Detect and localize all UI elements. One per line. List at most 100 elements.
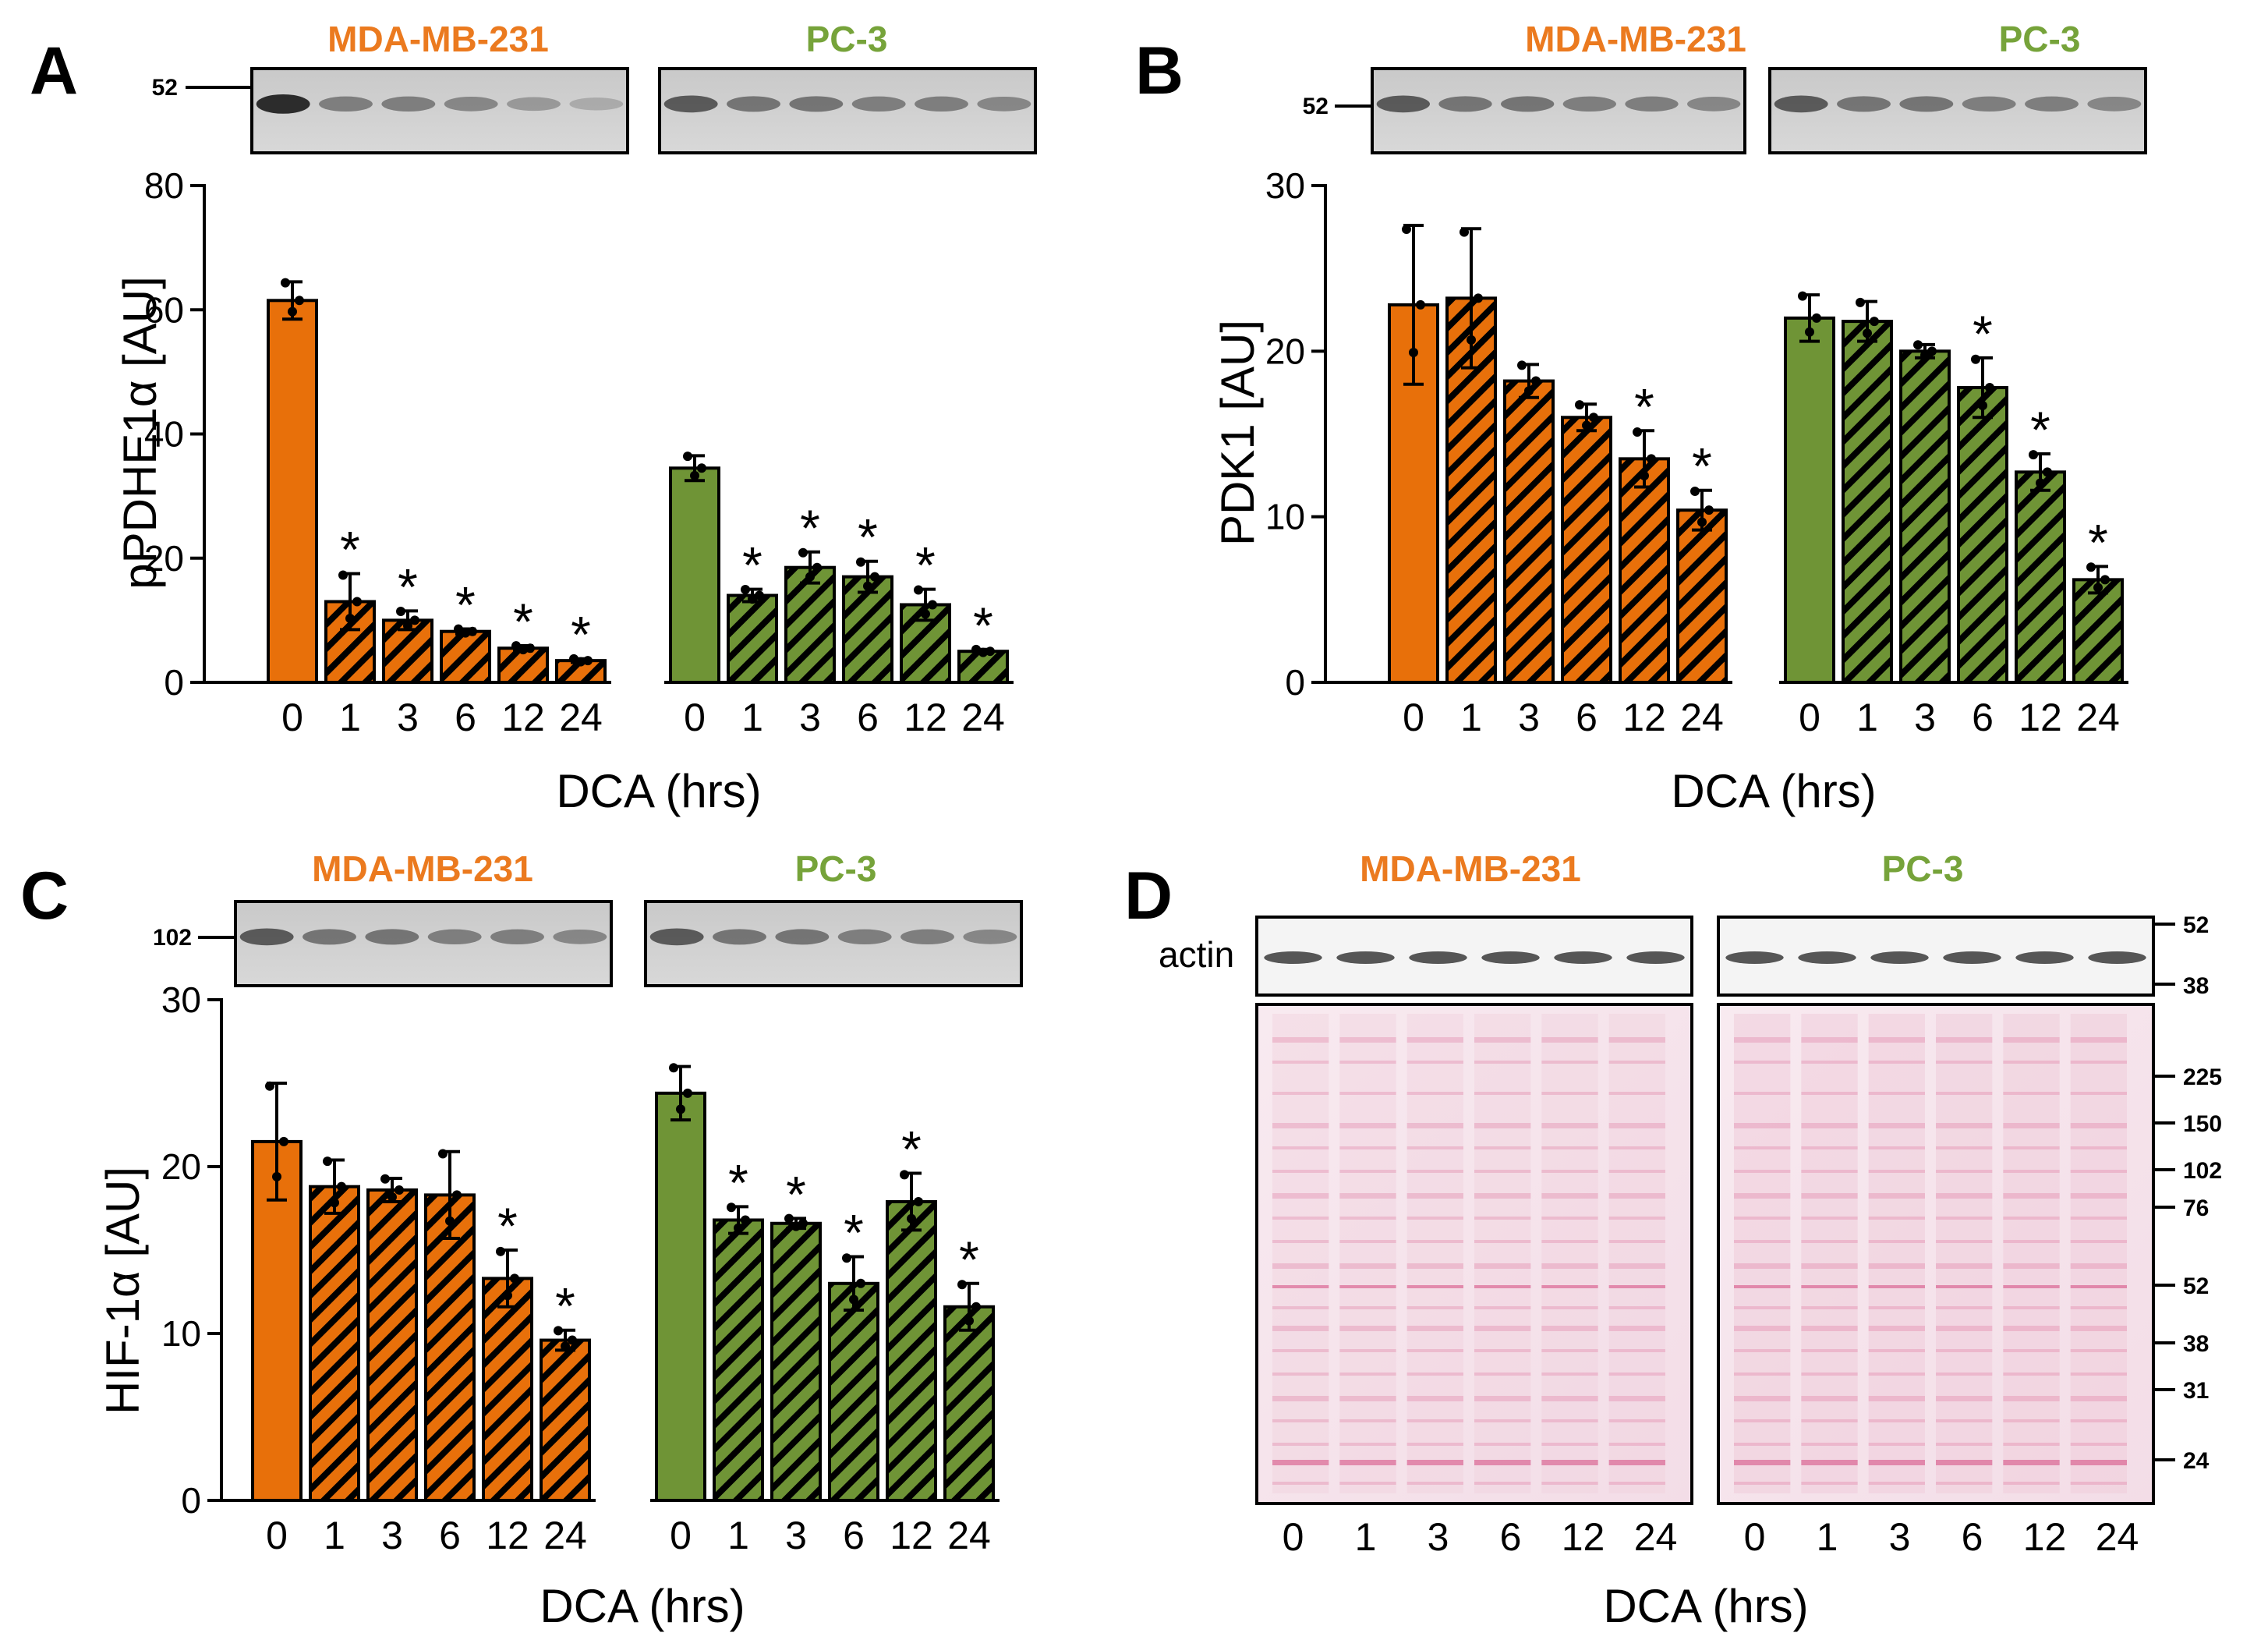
- data-point: [1697, 517, 1707, 527]
- ponceau-band: [1406, 1460, 1463, 1465]
- ponceau-band: [1541, 1092, 1598, 1095]
- ponceau-marker-38: 38: [2183, 1331, 2209, 1357]
- data-point: [1870, 317, 1879, 327]
- x-tick-label: 12: [1622, 696, 1666, 739]
- ponceau-band: [1734, 1061, 1791, 1064]
- ponceau-band: [2003, 1326, 2060, 1331]
- x-tick-label: 3: [1914, 696, 1936, 739]
- ponceau-band: [1272, 1193, 1329, 1199]
- ponceau-band: [1541, 1306, 1598, 1309]
- ponceau-band: [1801, 1170, 1858, 1173]
- data-point: [1704, 505, 1714, 515]
- panel-a-blot-marker: 52: [152, 75, 178, 101]
- data-point: [1812, 313, 1821, 323]
- ponceau-band: [1406, 1396, 1463, 1401]
- ponceau-band: [1339, 1240, 1396, 1243]
- ponceau-band: [1734, 1419, 1791, 1422]
- ponceau-band: [1474, 1217, 1531, 1220]
- ponceau-band: [1868, 1396, 1925, 1401]
- ponceau-band: [1474, 1263, 1531, 1269]
- blot-band: [977, 96, 1031, 112]
- actin-marker-38: 38: [2183, 973, 2209, 999]
- bar: [727, 593, 778, 685]
- ponceau-band: [1339, 1306, 1396, 1309]
- x-tick-label: 24: [559, 696, 603, 739]
- ponceau-band: [1406, 1419, 1463, 1422]
- data-point: [445, 1216, 455, 1226]
- blot-band: [365, 929, 419, 945]
- blot-band: [851, 96, 906, 112]
- ponceau-band: [1734, 1443, 1791, 1446]
- ponceau-band: [1406, 1326, 1463, 1331]
- bar: [713, 1218, 764, 1502]
- ponceau-marker-52: 52: [2183, 1273, 2209, 1299]
- ponceau-lane: [1936, 1014, 1993, 1493]
- ponceau-band: [1541, 1372, 1598, 1376]
- ponceau-band: [1406, 1170, 1463, 1173]
- x-tick-label: 3: [785, 1514, 807, 1557]
- data-point: [978, 647, 988, 657]
- data-point: [741, 584, 750, 594]
- blot-band: [2087, 96, 2142, 112]
- ponceau-lane: [1734, 1014, 1791, 1493]
- ponceau-band: [1272, 1146, 1329, 1149]
- ponceau-band: [1734, 1482, 1791, 1485]
- blot-band: [2025, 96, 2079, 112]
- panel-letter-a: A: [30, 34, 78, 108]
- ponceau-markers: 225 150 102 76 52 38 31 24: [2153, 1064, 2222, 1474]
- ponceau-band: [1936, 1240, 1993, 1243]
- ponceau-band: [1474, 1372, 1531, 1376]
- panel-d-lane-labels: 0 1 3 6 12 24 0 1 3 6 12 24: [1283, 1515, 2139, 1559]
- data-point: [805, 572, 815, 582]
- ponceau-band: [1608, 1193, 1665, 1199]
- significance-star: *: [901, 1121, 922, 1178]
- ponceau-band: [2003, 1146, 2060, 1149]
- ponceau-band: [1406, 1443, 1463, 1446]
- ponceau-band: [2003, 1193, 2060, 1199]
- ponceau-band: [1936, 1372, 1993, 1376]
- ponceau-band: [2070, 1419, 2127, 1422]
- significance-star: *: [1634, 377, 1654, 435]
- panel-d: D MDA-MB-231 PC-3 actin 52 38 225 150 10…: [1124, 848, 2222, 1632]
- ponceau-band: [1801, 1419, 1858, 1422]
- panel-c-blot-pc3: [644, 900, 1023, 987]
- actin-band: [1554, 951, 1612, 964]
- ponceau-band: [1936, 1193, 1993, 1199]
- data-point: [1647, 454, 1656, 464]
- data-point: [295, 296, 304, 306]
- ponceau-band: [1406, 1306, 1463, 1309]
- y-tick-label: 60: [144, 289, 184, 330]
- ponceau-band: [1608, 1372, 1665, 1376]
- data-point: [1985, 383, 1994, 393]
- significance-star: *: [858, 508, 878, 566]
- ponceau-band: [1474, 1419, 1531, 1422]
- ponceau-band: [1474, 1285, 1531, 1288]
- ponceau-marker-24: 24: [2183, 1448, 2210, 1474]
- significance-star: *: [844, 1204, 864, 1262]
- ponceau-band: [1272, 1061, 1329, 1064]
- significance-star: *: [728, 1153, 748, 1211]
- x-tick-label: 1: [741, 696, 763, 739]
- lane-label: 1: [1817, 1515, 1838, 1559]
- ponceau-band: [1339, 1460, 1396, 1465]
- x-tick-label: 12: [2019, 696, 2062, 739]
- y-tick-label: 0: [1285, 662, 1305, 703]
- blot-band: [727, 96, 780, 112]
- data-point: [1531, 376, 1541, 386]
- x-tick-label: 0: [1403, 696, 1424, 739]
- ponceau-band: [1339, 1123, 1396, 1128]
- ponceau-band: [1801, 1372, 1858, 1376]
- ponceau-band: [1801, 1349, 1858, 1352]
- data-point: [985, 646, 995, 657]
- ponceau-band: [1936, 1092, 1993, 1095]
- ponceau-band: [1474, 1326, 1531, 1331]
- ponceau-band: [1801, 1037, 1858, 1043]
- ponceau-band: [1936, 1123, 1993, 1128]
- ponceau-band: [1608, 1037, 1665, 1043]
- ponceau-band: [2003, 1285, 2060, 1288]
- ponceau-band: [1406, 1037, 1463, 1043]
- bar: [1676, 508, 1728, 684]
- ponceau-band: [1272, 1123, 1329, 1128]
- bar: [1842, 320, 1893, 684]
